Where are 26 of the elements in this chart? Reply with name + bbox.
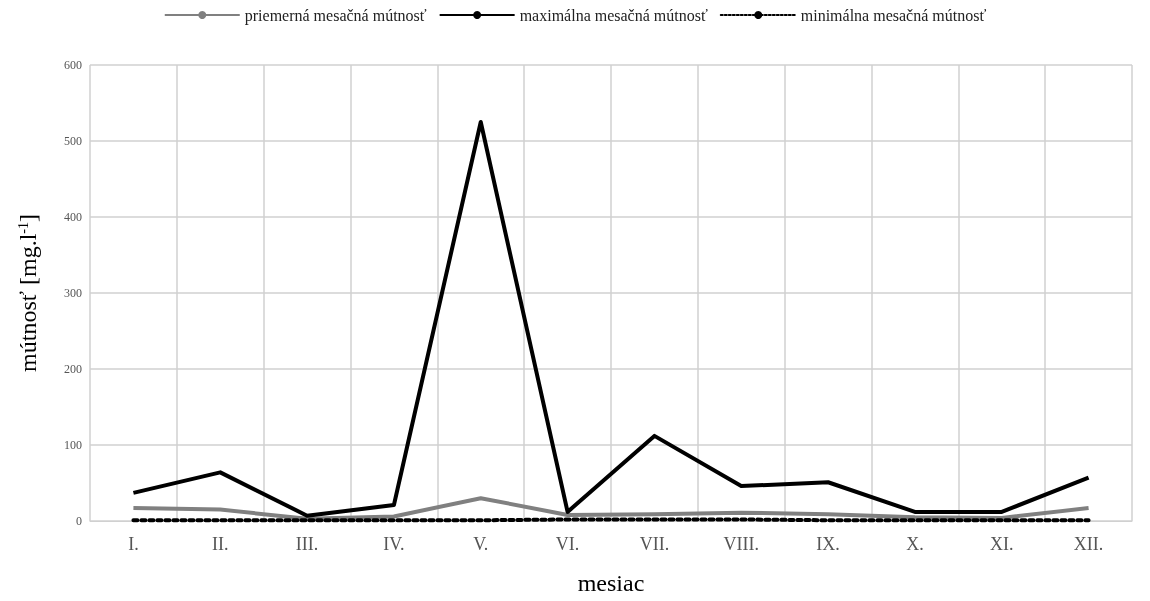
y-tick-label: 400 (64, 210, 82, 224)
x-tick-label: III. (295, 534, 319, 554)
x-tick-label: IV. (383, 534, 405, 554)
y-tick-label: 300 (64, 286, 82, 300)
x-tick-label: VI. (555, 534, 580, 554)
x-tick-label: XI. (990, 534, 1014, 554)
y-tick-label: 100 (64, 438, 82, 452)
y-tick-label: 600 (64, 58, 82, 72)
y-axis-title: mútnosť [mg.l-1] (15, 214, 41, 372)
x-tick-label: X. (906, 534, 924, 554)
y-tick-label: 500 (64, 134, 82, 148)
line-series (131, 120, 1091, 518)
x-tick-label: V. (473, 534, 489, 554)
x-tick-label: II. (212, 534, 229, 554)
legend-label: minimálna mesačná mútnosť (800, 6, 987, 24)
x-axis-title: mesiac (577, 570, 645, 596)
legend-label: priemerná mesačná mútnosť (244, 6, 427, 25)
x-tick-label: VII. (639, 534, 670, 554)
y-tick-label: 0 (76, 514, 82, 528)
y-tick-label: 200 (64, 362, 82, 376)
legend-label: maximálna mesačná mútnosť (519, 6, 708, 24)
line-series (131, 496, 1091, 521)
x-tick-label: VIII. (723, 534, 759, 554)
x-tick-label: XII. (1073, 534, 1104, 554)
x-tick-label: IX. (816, 534, 840, 554)
x-tick-label: I. (128, 534, 139, 554)
